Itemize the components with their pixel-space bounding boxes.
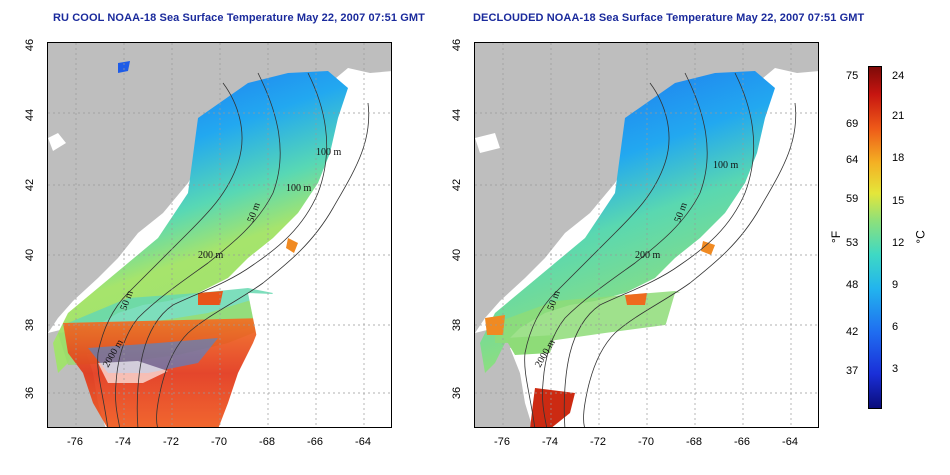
contour-200m <box>136 72 328 427</box>
colorbar-c-tick: 15 <box>892 195 905 207</box>
lon-tick: -64 <box>782 436 798 448</box>
colorbar-c-tick: 12 <box>892 237 905 249</box>
inland-lake <box>118 61 130 73</box>
cloud-gap <box>98 361 168 383</box>
lat-tick: 36 <box>24 386 36 400</box>
right-sst-map: 100 m 200 m 50 m 50 m 2000 m <box>474 42 819 428</box>
shelf-patch <box>505 335 555 355</box>
contour-2000m <box>156 102 370 427</box>
cloud-patch <box>48 133 66 151</box>
colorbar-f-tick: 59 <box>846 193 859 205</box>
lat-tick: 38 <box>451 318 463 332</box>
colorbar-f-tick: 42 <box>846 326 859 338</box>
lon-tick: -66 <box>307 436 323 448</box>
colorbar-c-tick: 24 <box>892 70 905 82</box>
colorbar-c-tick: 6 <box>892 321 899 333</box>
colorbar-c-tick: 21 <box>892 110 905 122</box>
lon-tick: -74 <box>542 436 558 448</box>
colorbar-f-tick: 69 <box>846 118 859 130</box>
lon-tick: -70 <box>638 436 654 448</box>
colorbar-f-tick: 37 <box>846 365 859 377</box>
colorbar-c-tick: 9 <box>892 279 899 291</box>
lon-tick: -72 <box>163 436 179 448</box>
contour-label: 100 m <box>316 147 342 158</box>
right-map-title: DECLOUDED NOAA-18 Sea Surface Temperatur… <box>473 12 865 24</box>
lon-tick: -66 <box>734 436 750 448</box>
land-mass <box>475 43 818 333</box>
warm-patch <box>530 388 575 427</box>
lat-tick: 44 <box>451 108 463 122</box>
lat-tick: 42 <box>24 178 36 192</box>
contour-100m <box>542 72 708 427</box>
lon-tick: -76 <box>494 436 510 448</box>
graticule <box>475 43 818 427</box>
colorbar-f-tick: 75 <box>846 70 859 82</box>
cloud-patch <box>475 133 500 153</box>
lat-tick: 40 <box>451 248 463 262</box>
contour-label: 200 m <box>198 250 224 261</box>
lat-tick: 38 <box>24 318 36 332</box>
lat-tick: 46 <box>451 38 463 52</box>
lon-tick: -72 <box>590 436 606 448</box>
warm-spot <box>286 238 298 253</box>
contour-50m <box>97 82 243 427</box>
lon-tick: -68 <box>259 436 275 448</box>
lat-tick: 40 <box>24 248 36 262</box>
lon-tick: -70 <box>211 436 227 448</box>
contour-label: 200 m <box>635 250 661 261</box>
colorbar-c-tick: 18 <box>892 152 905 164</box>
colorbar-f-tick: 53 <box>846 237 859 249</box>
lon-tick: -76 <box>67 436 83 448</box>
graticule <box>48 43 391 427</box>
lat-tick: 46 <box>24 38 36 52</box>
contour-200m <box>563 72 755 427</box>
fahrenheit-unit-label: °F <box>829 230 844 244</box>
lat-tick: 42 <box>451 178 463 192</box>
colorbar-f-tick: 48 <box>846 279 859 291</box>
sst-field-cold <box>480 71 775 373</box>
land-mass <box>48 43 391 333</box>
celsius-unit-label: °C <box>913 230 928 244</box>
contour-label: 100 m <box>713 160 739 171</box>
warm-spot <box>701 241 715 255</box>
lon-tick: -64 <box>355 436 371 448</box>
lat-tick: 44 <box>24 108 36 122</box>
contour-50m <box>524 82 670 427</box>
sst-field-cold <box>53 71 348 373</box>
warm-eddy <box>198 291 223 305</box>
lon-tick: -68 <box>686 436 702 448</box>
contour-2000m <box>583 102 797 427</box>
lat-tick: 36 <box>451 386 463 400</box>
lon-tick: -74 <box>115 436 131 448</box>
contour-label: 100 m <box>286 183 312 194</box>
warm-eddy <box>625 293 647 305</box>
left-map-title: RU COOL NOAA-18 Sea Surface Temperature … <box>53 12 425 24</box>
no-data-region <box>510 273 818 427</box>
left-sst-map: 100 m 200 m 50 m 50 m 2000 m 100 m <box>47 42 392 428</box>
colorbar-f-tick: 64 <box>846 154 859 166</box>
contour-100m <box>115 72 281 427</box>
colorbar-c-tick: 3 <box>892 363 899 375</box>
no-data-wedge <box>248 293 298 343</box>
temperature-colorbar <box>868 66 882 409</box>
